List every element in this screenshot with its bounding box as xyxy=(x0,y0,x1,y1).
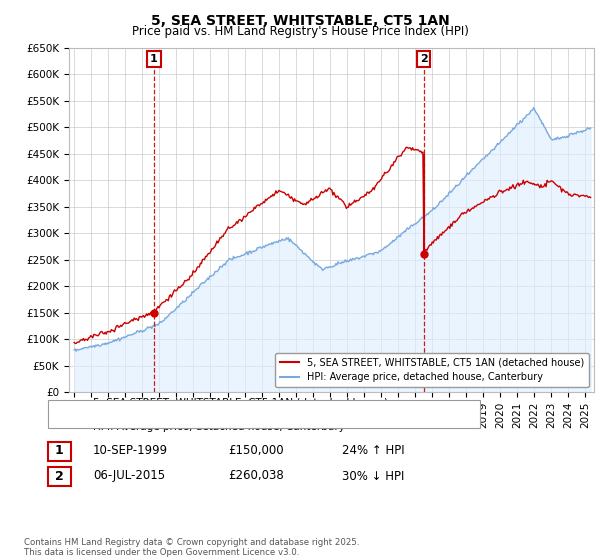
Text: 1: 1 xyxy=(150,54,158,64)
Text: 5, SEA STREET, WHITSTABLE, CT5 1AN: 5, SEA STREET, WHITSTABLE, CT5 1AN xyxy=(151,14,449,28)
Text: ——: —— xyxy=(60,420,85,433)
Text: 30% ↓ HPI: 30% ↓ HPI xyxy=(342,469,404,483)
Text: 2: 2 xyxy=(55,469,64,483)
Text: Price paid vs. HM Land Registry's House Price Index (HPI): Price paid vs. HM Land Registry's House … xyxy=(131,25,469,38)
Text: £150,000: £150,000 xyxy=(228,444,284,458)
Text: HPI: Average price, detached house, Canterbury: HPI: Average price, detached house, Cant… xyxy=(93,422,345,432)
Legend: 5, SEA STREET, WHITSTABLE, CT5 1AN (detached house), HPI: Average price, detache: 5, SEA STREET, WHITSTABLE, CT5 1AN (deta… xyxy=(275,353,589,387)
Text: 24% ↑ HPI: 24% ↑ HPI xyxy=(342,444,404,458)
Text: 1: 1 xyxy=(55,444,64,458)
Text: £260,038: £260,038 xyxy=(228,469,284,483)
Text: ——: —— xyxy=(60,395,85,409)
Text: 5, SEA STREET, WHITSTABLE, CT5 1AN (detached house): 5, SEA STREET, WHITSTABLE, CT5 1AN (deta… xyxy=(93,397,388,407)
Text: 2: 2 xyxy=(419,54,427,64)
Text: Contains HM Land Registry data © Crown copyright and database right 2025.
This d: Contains HM Land Registry data © Crown c… xyxy=(24,538,359,557)
Text: 06-JUL-2015: 06-JUL-2015 xyxy=(93,469,165,483)
Text: 10-SEP-1999: 10-SEP-1999 xyxy=(93,444,168,458)
